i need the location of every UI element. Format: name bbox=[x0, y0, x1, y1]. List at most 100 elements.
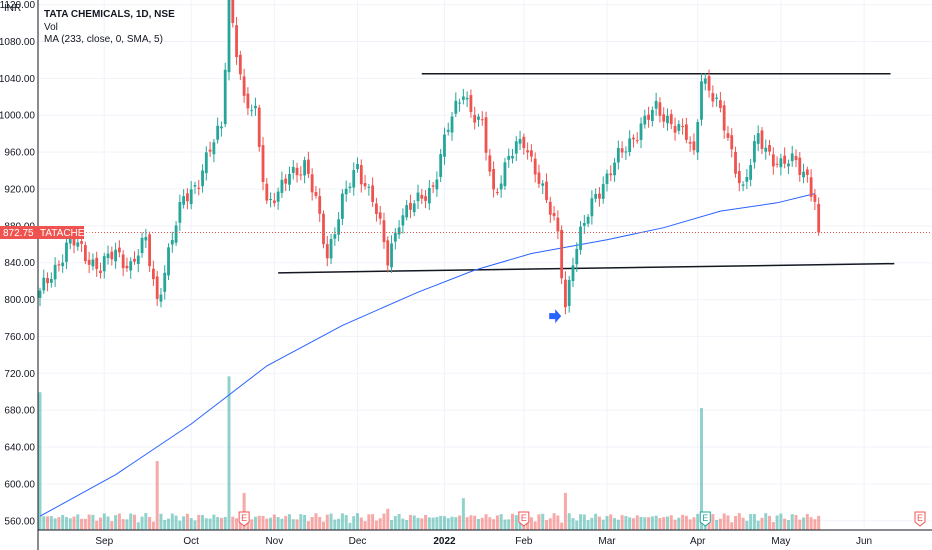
volume-bar bbox=[140, 516, 144, 530]
volume-bar bbox=[465, 517, 469, 530]
candle-body bbox=[560, 229, 564, 279]
volume-bar bbox=[133, 514, 136, 530]
candle-body bbox=[798, 157, 802, 175]
candle-body bbox=[204, 152, 208, 174]
volume-bar bbox=[514, 515, 518, 530]
volume-bar bbox=[185, 513, 189, 530]
earnings-marker-future: E bbox=[914, 511, 926, 527]
candle-body bbox=[741, 184, 745, 186]
candle-body bbox=[280, 179, 284, 193]
candle-body bbox=[749, 165, 753, 180]
volume-bar bbox=[46, 516, 50, 530]
volume-bar bbox=[72, 516, 76, 530]
volume-legend[interactable]: Vol bbox=[44, 22, 58, 33]
candle-body bbox=[681, 126, 684, 128]
candle-body bbox=[605, 173, 609, 184]
volume-bar bbox=[401, 518, 405, 530]
volume-bar bbox=[250, 519, 254, 530]
candle-body bbox=[461, 96, 465, 100]
x-tick-label: May bbox=[771, 536, 790, 547]
volume-bar bbox=[813, 519, 817, 530]
candle-body bbox=[654, 100, 658, 109]
candle-body bbox=[257, 107, 261, 147]
ma-legend[interactable]: MA (233, close, 0, SMA, 5) bbox=[44, 34, 163, 45]
candle-body bbox=[401, 215, 405, 226]
volume-bar bbox=[503, 519, 507, 530]
volume-bar bbox=[53, 518, 57, 530]
price-tag-ticker-box bbox=[38, 226, 84, 240]
earnings-badge bbox=[914, 511, 926, 527]
candle-body bbox=[582, 223, 586, 226]
volume-bar bbox=[231, 516, 235, 530]
volume-bar bbox=[287, 514, 291, 530]
volume-bar bbox=[68, 518, 72, 530]
candle-body bbox=[216, 125, 220, 140]
candle-body bbox=[594, 193, 598, 199]
volume-bar bbox=[340, 513, 344, 530]
volume-bar bbox=[337, 518, 341, 530]
candle-body bbox=[507, 155, 511, 160]
volume-bar bbox=[359, 517, 363, 530]
volume-bar bbox=[658, 518, 662, 530]
volume-bar bbox=[783, 518, 787, 530]
volume-bar bbox=[798, 519, 802, 530]
volume-bar bbox=[613, 518, 617, 530]
volume-bar bbox=[590, 517, 594, 530]
candle-body bbox=[367, 186, 371, 188]
symbol-title[interactable]: TATA CHEMICALS, 1D, NSE bbox=[44, 9, 175, 20]
candle-body bbox=[348, 186, 352, 189]
candle-body bbox=[805, 169, 809, 176]
candle-body bbox=[344, 188, 348, 195]
volume-bar bbox=[76, 514, 80, 530]
volume-bar bbox=[692, 517, 696, 530]
volume-bar bbox=[325, 514, 329, 530]
volume-bar bbox=[42, 516, 46, 530]
candle-body bbox=[390, 243, 393, 268]
candle-body bbox=[238, 54, 242, 75]
volume-bar bbox=[397, 514, 401, 530]
volume-bar bbox=[545, 520, 549, 530]
volume-bar bbox=[182, 516, 186, 530]
volume-bar bbox=[647, 517, 651, 530]
candle-body bbox=[136, 255, 140, 265]
candle-body bbox=[639, 123, 643, 140]
volume-bar bbox=[601, 519, 605, 530]
currency-label: INR bbox=[4, 3, 21, 14]
volume-bar bbox=[711, 514, 715, 530]
volume-bar bbox=[488, 517, 492, 530]
candle-body bbox=[220, 126, 223, 129]
candle-body bbox=[412, 203, 416, 213]
candle-body bbox=[117, 247, 121, 253]
candle-body bbox=[269, 199, 272, 201]
volume-bar bbox=[518, 521, 522, 530]
volume-bar bbox=[628, 517, 632, 530]
candle-body bbox=[261, 145, 265, 183]
y-tick-label: 1040.00 bbox=[0, 74, 35, 85]
volume-bar bbox=[322, 521, 325, 530]
volume-bar bbox=[155, 461, 159, 530]
earnings-badge bbox=[238, 511, 250, 527]
volume-bar bbox=[303, 514, 307, 530]
candle-body bbox=[514, 141, 518, 154]
candle-body bbox=[378, 212, 382, 219]
candle-body bbox=[465, 97, 469, 100]
volume-bar bbox=[537, 514, 541, 530]
candle-body bbox=[420, 194, 424, 199]
candle-body bbox=[530, 150, 533, 157]
volume-bar bbox=[431, 517, 435, 530]
candle-body bbox=[760, 130, 764, 149]
y-tick-label: 640.00 bbox=[4, 443, 35, 454]
volume-bar bbox=[556, 515, 560, 530]
volume-bar bbox=[276, 517, 280, 530]
candle-body bbox=[753, 141, 756, 163]
volume-bar bbox=[314, 513, 318, 530]
candle-body bbox=[586, 216, 590, 224]
volume-bar bbox=[529, 517, 533, 530]
volume-bar bbox=[597, 516, 601, 530]
candle-body bbox=[49, 278, 53, 283]
candle-body bbox=[590, 198, 594, 217]
volume-bar bbox=[718, 518, 722, 530]
volume-bar bbox=[204, 518, 208, 530]
candle-body bbox=[480, 119, 484, 121]
